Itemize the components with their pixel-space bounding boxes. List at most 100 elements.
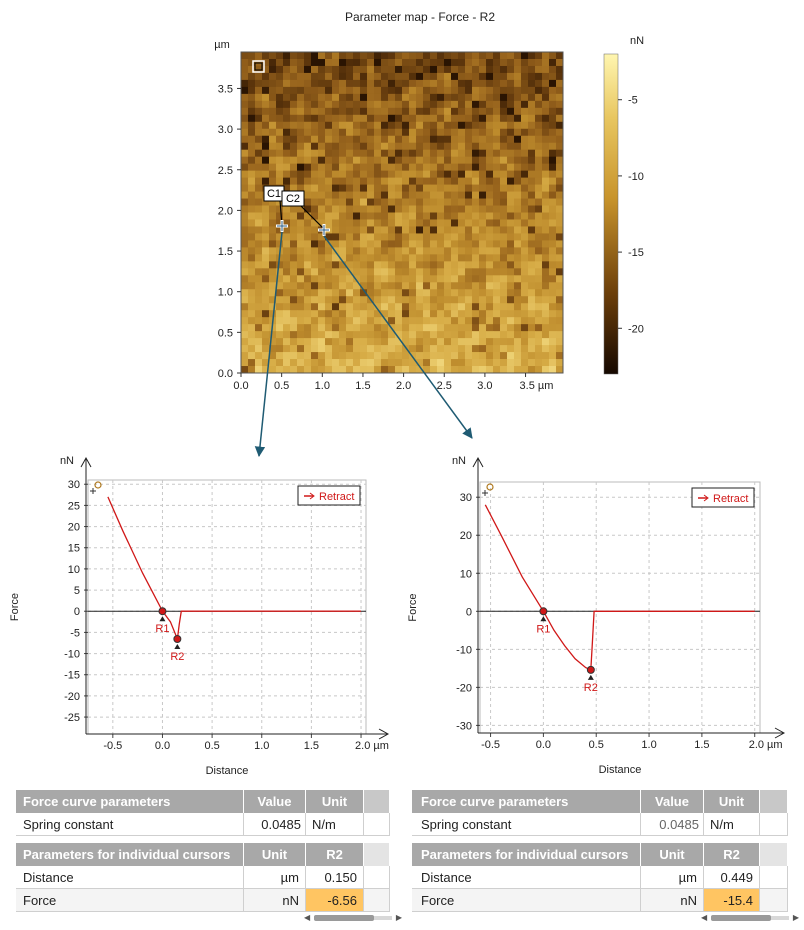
map-pixel <box>549 163 557 172</box>
row-filler <box>760 813 788 836</box>
map-pixel <box>367 100 375 109</box>
table-row: Force nN -6.56 <box>16 889 390 912</box>
scroll-left-arrow-icon[interactable]: ◀ <box>701 913 708 922</box>
scroll-left-arrow-icon[interactable]: ◀ <box>304 913 311 922</box>
map-pixel <box>339 345 347 353</box>
map-pixel <box>311 65 319 74</box>
map-pixel <box>486 261 494 269</box>
map-pixel <box>262 86 270 95</box>
map-pixel <box>535 100 543 109</box>
map-pixel <box>318 247 326 255</box>
map-pixel <box>423 317 431 325</box>
colorbar <box>603 53 619 375</box>
map-pixel <box>451 107 459 116</box>
map-pixel <box>248 303 256 311</box>
map-pixel <box>360 156 368 165</box>
map-pixel <box>514 233 522 241</box>
map-pixel <box>500 198 508 206</box>
map-pixel <box>269 226 277 234</box>
map-pixel <box>325 100 333 109</box>
table-row: Distance µm 0.449 <box>412 866 788 889</box>
map-pixel <box>388 93 396 102</box>
map-pixel <box>297 52 305 60</box>
map-pixel <box>430 240 438 248</box>
map-pixel <box>493 79 501 88</box>
map-pixel <box>500 121 508 130</box>
map-pixel <box>367 205 375 213</box>
map-pixel <box>528 282 536 290</box>
map-pixel <box>409 282 417 290</box>
map-pixel <box>374 79 382 88</box>
map-pixel <box>304 149 312 158</box>
map-pixel <box>381 275 389 283</box>
map-pixel <box>367 261 375 269</box>
map-pixel <box>521 198 529 206</box>
map-pixel <box>430 345 438 353</box>
map-pixel <box>479 352 487 360</box>
map-pixel <box>402 296 410 304</box>
map-pixel <box>374 226 382 234</box>
map-pixel <box>304 100 312 109</box>
map-pixel <box>423 254 431 262</box>
map-pixel <box>248 114 256 123</box>
map-pixel <box>521 93 529 102</box>
force-curve-plot-1[interactable]: -0.5 0.0 0.5 1.0 1.5 2.0 µm302520151050-5-10-… <box>9 455 390 777</box>
map-pixel <box>311 254 319 262</box>
map-pixel <box>276 114 284 123</box>
map-pixel <box>346 338 354 346</box>
map-pixel <box>353 310 361 318</box>
map-pixel <box>360 331 368 339</box>
map-pixel <box>248 268 256 276</box>
scroll-right-arrow-icon[interactable]: ▶ <box>395 913 402 922</box>
table-horizontal-scrollbar[interactable]: ◀ ▶ <box>701 914 799 922</box>
map-pixel <box>255 72 263 81</box>
map-pixel <box>444 310 452 318</box>
map-corner-marker[interactable] <box>252 60 265 73</box>
map-pixel <box>290 79 298 88</box>
map-pixel <box>514 121 522 130</box>
spring-constant-unit: N/m <box>306 813 364 836</box>
map-pixel <box>458 226 466 234</box>
map-pixel <box>395 268 403 276</box>
scroll-thumb[interactable] <box>711 915 771 921</box>
map-pixel <box>276 128 284 137</box>
map-pixel <box>262 79 270 88</box>
map-pixel <box>360 79 368 88</box>
map-pixel <box>276 121 284 130</box>
afm-force-map-image[interactable] <box>241 52 564 374</box>
map-pixel <box>402 338 410 346</box>
force-curve-plot-2[interactable]: -0.5 0.0 0.5 1.0 1.5 2.0 µm3020100-10-20-30nN… <box>407 455 786 776</box>
map-pixel <box>535 177 543 185</box>
map-pixel <box>374 86 382 95</box>
scroll-thumb[interactable] <box>314 915 374 921</box>
map-pixel <box>514 142 522 151</box>
map-pixel <box>535 219 543 227</box>
map-pixel <box>514 338 522 346</box>
map-pixel <box>360 359 368 367</box>
map-pixel <box>402 212 410 220</box>
cursor1-crosshair[interactable] <box>276 220 288 232</box>
map-pixel <box>409 240 417 248</box>
map-pixel <box>255 212 263 220</box>
map-pixel <box>332 86 340 95</box>
row-filler <box>760 866 788 889</box>
map-pixel <box>276 65 284 74</box>
map-pixel <box>556 156 564 165</box>
map-pixel <box>479 275 487 283</box>
map-pixel <box>451 142 459 151</box>
map-pixel <box>514 170 522 179</box>
header-unit: Unit <box>641 843 704 866</box>
map-pixel <box>325 247 333 255</box>
map-pixel <box>262 303 270 311</box>
map-pixel <box>388 142 396 151</box>
table-header-row: Parameters for individual cursors Unit R… <box>412 843 788 866</box>
map-pixel <box>451 114 459 123</box>
scroll-right-arrow-icon[interactable]: ▶ <box>792 913 799 922</box>
table-horizontal-scrollbar[interactable]: ◀ ▶ <box>304 914 402 922</box>
cursor2-label-box <box>281 190 305 207</box>
map-pixel <box>430 233 438 241</box>
map-pixel <box>395 261 403 269</box>
map-pixel <box>437 72 445 81</box>
map-pixel <box>388 121 396 130</box>
cursor2-crosshair[interactable] <box>318 224 330 236</box>
